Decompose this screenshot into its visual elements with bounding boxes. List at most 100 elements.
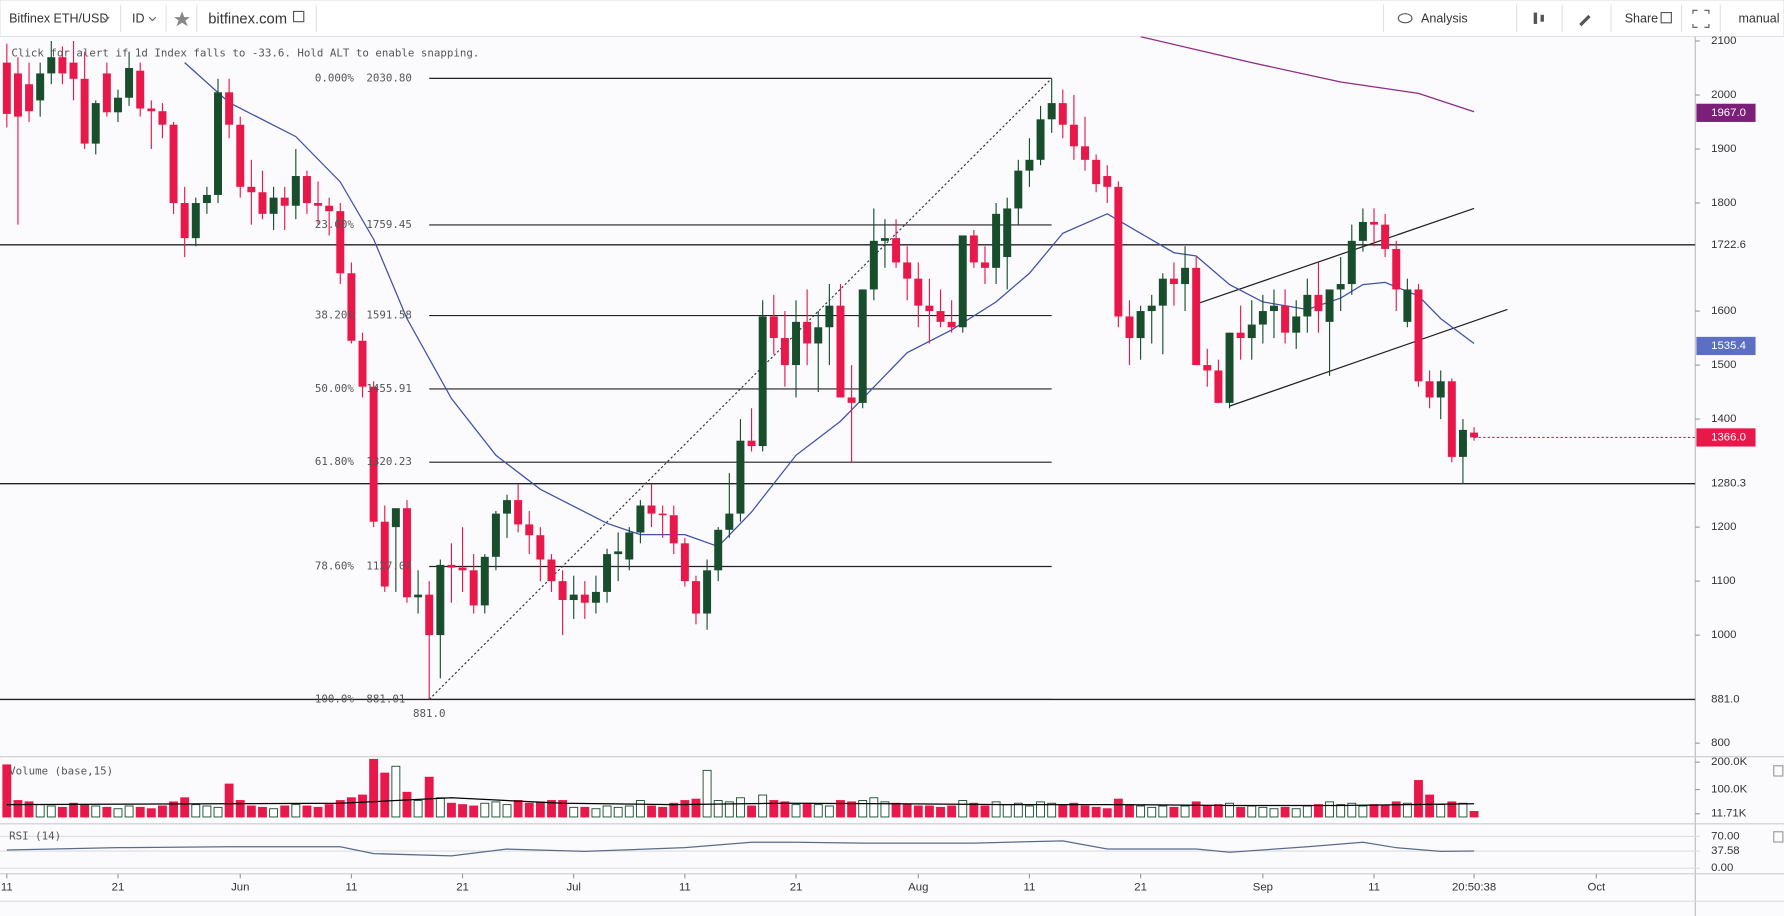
fib-pct: 78.60%: [315, 559, 355, 572]
volume-bar: [1325, 801, 1334, 818]
toolbar: Bitfinex ETH/USD ID bitfinex.com Analysi…: [0, 0, 1784, 38]
y-tick-label: 1200: [1711, 521, 1736, 533]
volume-bar: [847, 801, 857, 818]
candle-icon[interactable]: [1533, 12, 1538, 24]
candle-body: [591, 591, 600, 603]
candle-body: [302, 176, 311, 204]
candle-body: [958, 235, 967, 328]
analysis-button[interactable]: Analysis: [1421, 12, 1468, 26]
star-icon[interactable]: [174, 11, 191, 27]
close-icon[interactable]: [1773, 765, 1784, 777]
candle-body: [458, 567, 467, 571]
level-label: 1722.6: [1711, 239, 1746, 251]
volume-bar: [146, 808, 156, 818]
candle-body: [525, 524, 534, 536]
volume-bar: [513, 800, 523, 818]
volume-bar: [191, 804, 201, 818]
volume-bar: [924, 805, 934, 818]
volume-bar: [591, 808, 601, 818]
volume-bar: [291, 804, 301, 818]
candle-body: [113, 97, 122, 113]
candle-body: [1103, 176, 1112, 187]
symbol[interactable]: Bitfinex ETH/USD: [9, 12, 108, 26]
candle-body: [1236, 332, 1245, 339]
candle-body: [402, 508, 411, 598]
candle-body: [380, 521, 389, 587]
volume-bar: [647, 805, 656, 818]
candle-body: [414, 594, 423, 598]
candle-body: [847, 397, 856, 403]
interval[interactable]: ID: [132, 12, 145, 26]
candle-body: [236, 124, 245, 187]
volume-bar: [1080, 805, 1090, 818]
candle-body: [1269, 305, 1278, 312]
volume-bar: [858, 800, 868, 818]
candle-body: [1225, 332, 1234, 403]
mode-button[interactable]: manual: [1738, 12, 1779, 26]
pencil-icon[interactable]: [1579, 14, 1591, 27]
volume-bar: [669, 802, 679, 818]
volume-bar: [1347, 802, 1357, 818]
volume-bar: [1469, 811, 1479, 818]
fib-pct: 23.60%: [315, 218, 355, 231]
external-icon: [1660, 12, 1672, 24]
x-tick-label: Aug: [908, 882, 928, 894]
volume-bar: [1436, 804, 1446, 818]
y-tick-label: 1400: [1711, 413, 1736, 425]
candle-body: [125, 68, 134, 98]
fullscreen-icon[interactable]: [1692, 9, 1710, 28]
candle-body: [603, 554, 612, 592]
volume-label: Volume (base,15): [9, 764, 113, 777]
price-pane: [0, 36, 1696, 701]
volume-bar: [113, 808, 123, 818]
candle-body: [814, 327, 823, 344]
volume-bar: [713, 800, 723, 818]
x-tick-label: Jul: [566, 882, 581, 894]
candle-body: [1147, 305, 1156, 312]
volume-bar: [880, 801, 890, 818]
candle-body: [1125, 316, 1134, 339]
candle-body: [736, 440, 745, 514]
volume-bar: [447, 802, 456, 818]
volume-bar: [180, 797, 190, 818]
site-link[interactable]: bitfinex.com: [208, 11, 287, 27]
volume-bar: [202, 805, 212, 818]
candle-body: [1392, 248, 1401, 290]
volume-bar: [258, 806, 267, 818]
volume-bar: [1425, 794, 1435, 818]
close-icon[interactable]: [1773, 831, 1784, 843]
price-tag: [1696, 336, 1756, 356]
volume-bar: [491, 801, 501, 818]
candle-body: [1325, 289, 1334, 322]
rsi-label: RSI (14): [9, 829, 61, 842]
level-label: 881.0: [1711, 693, 1739, 705]
candle-icon: [1540, 14, 1544, 22]
volume-bar: [1280, 806, 1290, 818]
candle-body: [1258, 311, 1267, 325]
candle-body: [691, 581, 700, 614]
x-tick-label: 21: [790, 882, 803, 894]
candle-body: [858, 289, 867, 403]
low-label: 881.0: [413, 707, 446, 720]
volume-bar: [335, 800, 345, 818]
fib-pct: 50.00%: [315, 382, 355, 395]
candle-body: [714, 529, 723, 571]
volume-bar: [1069, 802, 1079, 818]
candle-body: [1381, 224, 1390, 249]
candle-body: [1158, 278, 1167, 306]
candle-body: [191, 203, 200, 239]
y-tick-label: 1600: [1711, 305, 1736, 317]
x-tick-label: Sep: [1253, 882, 1273, 894]
candle-body: [1303, 294, 1312, 317]
x-tick-label: 11: [1024, 882, 1036, 894]
candle-body: [892, 238, 901, 263]
fib-price: 1591.58: [366, 309, 412, 322]
share-button[interactable]: Share: [1625, 12, 1658, 26]
volume-bar: [1358, 805, 1368, 818]
volume-bar: [635, 800, 645, 818]
volume-tick-label: 200.0K: [1711, 756, 1747, 768]
level-label: 1280.3: [1711, 478, 1746, 490]
chevron: [148, 16, 157, 22]
candle-body: [58, 57, 67, 74]
